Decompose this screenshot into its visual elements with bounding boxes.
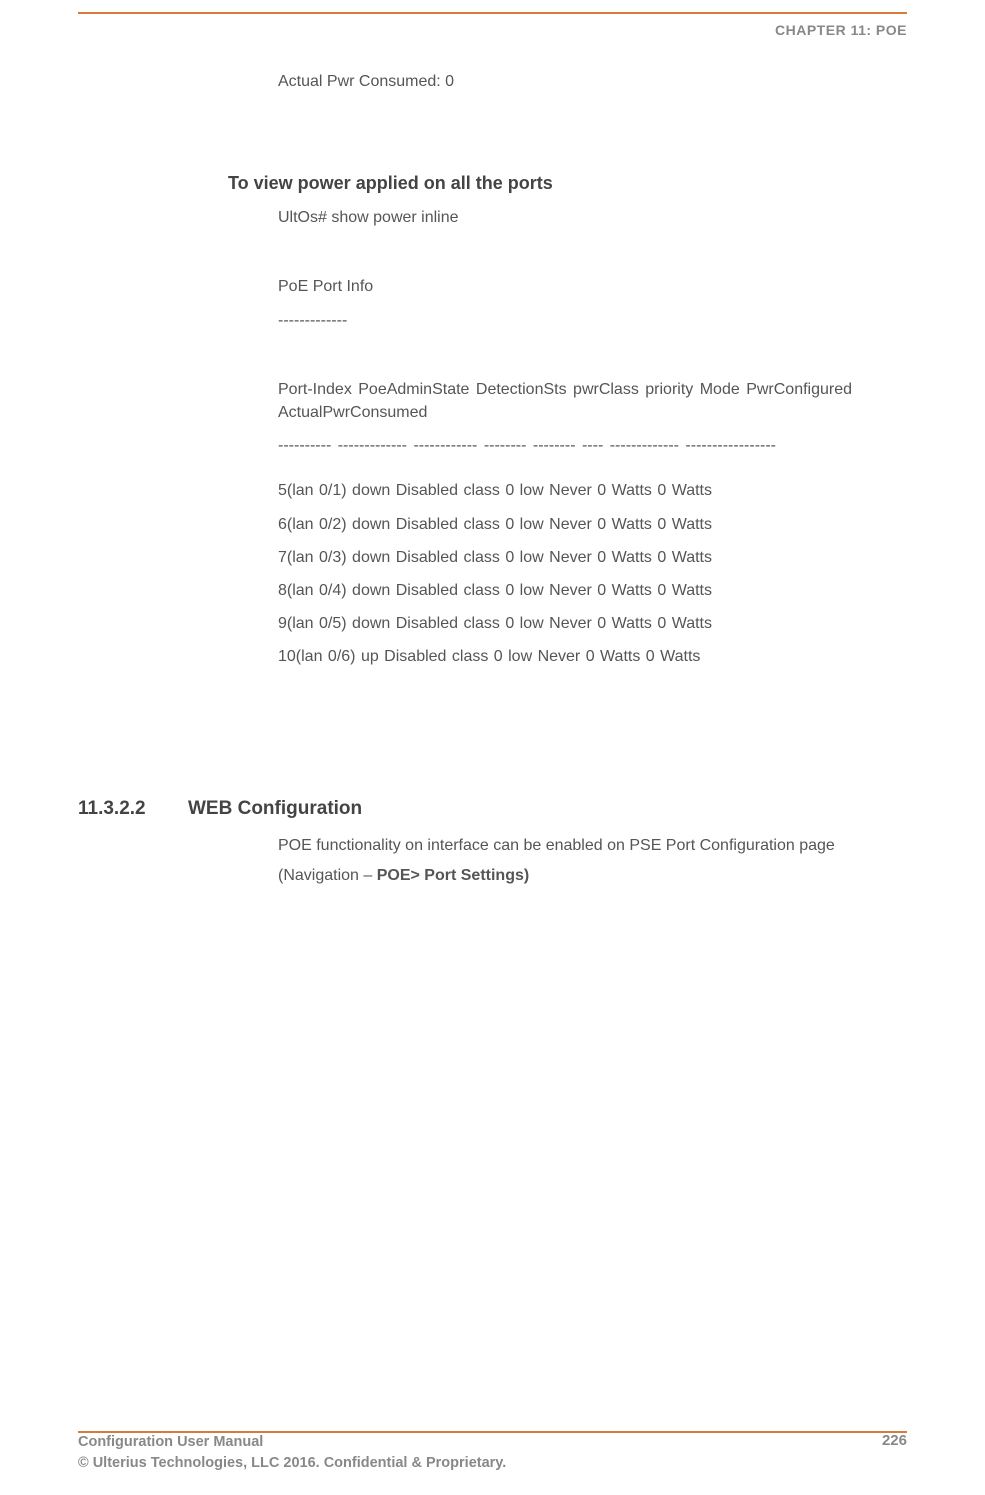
- poe-info-title: PoE Port Info: [278, 275, 907, 298]
- footer-left: Configuration User Manual © Ulterius Tec…: [78, 1432, 506, 1473]
- subsection-nav: (Navigation – POE> Port Settings): [278, 864, 907, 887]
- section-title: To view power applied on all the ports: [228, 173, 907, 194]
- footer-copyright: © Ulterius Technologies, LLC 2016. Confi…: [78, 1453, 506, 1473]
- table-header: Port-Index PoeAdminState DetectionSts pw…: [278, 378, 907, 424]
- subsection-heading: 11.3.2.2 WEB Configuration: [78, 798, 907, 820]
- page-content: Actual Pwr Consumed: 0 To view power app…: [78, 70, 907, 893]
- table-row: 7(lan 0/3) down Disabled class 0 low Nev…: [278, 546, 907, 569]
- subsection-title: WEB Configuration: [188, 798, 362, 820]
- chapter-header: CHAPTER 11: POE: [775, 22, 907, 38]
- command-line: UltOs# show power inline: [278, 206, 907, 229]
- subsection-number: 11.3.2.2: [78, 798, 188, 820]
- table-divider: ---------- ------------- ------------ --…: [278, 434, 907, 457]
- footer-title: Configuration User Manual: [78, 1432, 506, 1452]
- table-row: 6(lan 0/2) down Disabled class 0 low Nev…: [278, 513, 907, 536]
- subsection-body: POE functionality on interface can be en…: [278, 834, 907, 857]
- actual-pwr-line: Actual Pwr Consumed: 0: [278, 70, 907, 93]
- page-footer: Configuration User Manual © Ulterius Tec…: [78, 1432, 907, 1473]
- table-row: 10(lan 0/6) up Disabled class 0 low Neve…: [278, 645, 907, 668]
- table-row: 5(lan 0/1) down Disabled class 0 low Nev…: [278, 479, 907, 502]
- top-rule: [78, 12, 907, 14]
- table-row: 8(lan 0/4) down Disabled class 0 low Nev…: [278, 579, 907, 602]
- poe-info-divider: -------------: [278, 309, 907, 332]
- page-number: 226: [882, 1432, 907, 1473]
- nav-prefix: (Navigation –: [278, 867, 377, 884]
- nav-path: POE> Port Settings): [377, 867, 529, 884]
- table-row: 9(lan 0/5) down Disabled class 0 low Nev…: [278, 612, 907, 635]
